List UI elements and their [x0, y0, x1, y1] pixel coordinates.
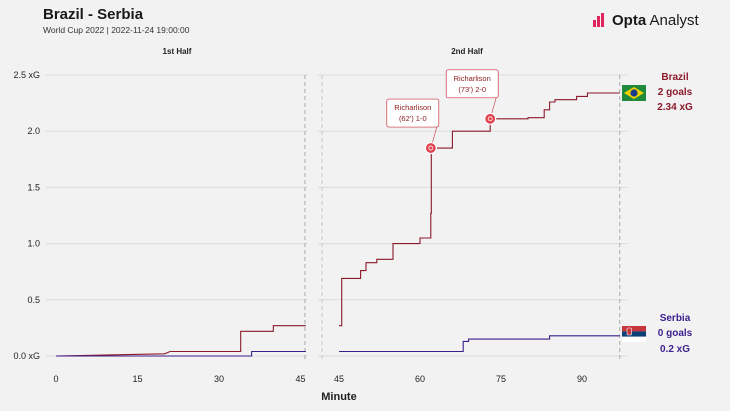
goal-annotation-1: Richarlison (62') 1-0 [386, 98, 440, 155]
annotation-box [386, 98, 440, 128]
football-icon [487, 116, 493, 122]
y-tick-label: 1.5 [27, 182, 40, 192]
x-tick-label: 75 [496, 374, 506, 384]
serbia-second-half-line [339, 335, 620, 353]
brazil-name: Brazil [661, 72, 688, 83]
grid-lines [46, 74, 628, 357]
football-icon [428, 145, 434, 151]
x-axis-title: Minute [321, 391, 356, 403]
y-tick-label: 0.5 [27, 295, 40, 305]
goal-scorer-label: Richarlison [454, 74, 491, 83]
flag-white-band [622, 336, 646, 342]
y-tick-label: 2.5 xG [13, 70, 40, 80]
brazil-second-half-line [339, 92, 620, 327]
goal-annotation-2: Richarlison (73') 2-0 [445, 69, 499, 125]
flag-globe [630, 89, 638, 97]
goal-marker [484, 112, 497, 125]
x-tick-label: 0 [53, 374, 58, 384]
serbia-flag-icon [622, 326, 646, 342]
x-tick-label: 45 [295, 374, 305, 384]
y-tick-label: 0.0 xG [13, 351, 40, 361]
goal-scorer-label: Richarlison [394, 103, 431, 112]
opta-logo-icon [593, 12, 604, 27]
brazil-flag-icon [622, 85, 646, 101]
x-tick-label: 15 [132, 374, 142, 384]
page-title: Brazil - Serbia [43, 6, 144, 23]
series-lines [55, 92, 620, 357]
x-tick-label: 45 [334, 374, 344, 384]
y-tick-label: 1.0 [27, 239, 40, 249]
goal-markers: Richarlison (62') 1-0 Richarlison (73') 2-0 [386, 69, 499, 155]
serbia-goals: 0 goals [658, 328, 693, 339]
flag-coat-of-arms [626, 327, 632, 336]
x-tick-label: 90 [577, 374, 587, 384]
goal-detail-label: (62') 1-0 [399, 114, 427, 123]
serbia-xg: 0.2 xG [660, 344, 690, 355]
goal-marker [424, 141, 437, 155]
second-half-label: 2nd Half [451, 47, 483, 56]
match-subtitle: World Cup 2022 | 2022-11-24 19:00:00 [43, 25, 190, 35]
x-tick-label: 30 [214, 374, 224, 384]
opta-analyst-logo: Opta Analyst [593, 12, 699, 29]
y-axis: 0.0 xG 0.5 1.0 1.5 2.0 2.5 xG [13, 70, 40, 361]
first-half-label: 1st Half [163, 47, 192, 56]
brand-text: Opta Analyst [612, 12, 699, 29]
brazil-goals: 2 goals [658, 87, 693, 98]
annotation-box [445, 69, 499, 99]
flag-blue-band [622, 331, 646, 337]
brazil-xg: 2.34 xG [657, 102, 693, 113]
panel-labels: 1st Half 0 15 30 45 2nd Half 45 60 75 90 [53, 47, 621, 384]
serbia-name: Serbia [660, 313, 691, 324]
brazil-first-half-line [55, 325, 306, 357]
serbia-first-half-line [56, 350, 306, 357]
x-tick-label: 60 [415, 374, 425, 384]
team-end-labels: Brazil 2 goals 2.34 xG Serbia 0 goals 0.2 xG [622, 72, 693, 355]
goal-detail-label: (73') 2-0 [458, 85, 486, 94]
y-tick-label: 2.0 [27, 126, 40, 136]
flag-red-band [622, 326, 646, 332]
